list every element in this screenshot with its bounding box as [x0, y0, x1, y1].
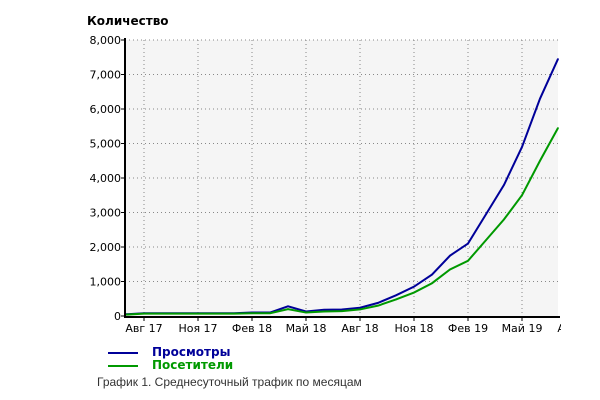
x-tick-label: Авг 17 [125, 322, 162, 335]
y-tick-label: 3,000 [90, 207, 122, 220]
data-point [215, 312, 217, 315]
data-point [251, 312, 253, 315]
legend-label: Просмотры [152, 345, 231, 359]
y-axis-label: Количество [87, 14, 169, 28]
data-point [143, 312, 145, 315]
y-tick-label: 1,000 [90, 276, 122, 289]
data-point [485, 239, 487, 241]
data-point [179, 312, 181, 315]
x-tick-label: Авг 18 [341, 322, 378, 335]
data-point [503, 218, 505, 221]
data-point [395, 298, 397, 301]
x-tick-label: Ноя 18 [394, 322, 433, 335]
x-tick-label: Май 19 [502, 322, 543, 335]
data-point [287, 305, 289, 308]
data-point [431, 273, 433, 276]
x-tick-label: Ноя 17 [178, 322, 217, 335]
data-point [467, 260, 469, 262]
data-point [359, 308, 361, 311]
data-point [449, 254, 451, 257]
chart-caption: График 1. Среднесуточный трафик по месяц… [97, 375, 362, 389]
data-point [323, 308, 325, 311]
x-tick-label: Май 18 [286, 322, 327, 335]
data-point [161, 312, 163, 315]
data-point [539, 159, 541, 162]
data-point [485, 213, 487, 216]
legend-swatch [108, 351, 138, 354]
data-point [395, 294, 397, 297]
data-point [557, 127, 559, 129]
data-point [377, 304, 379, 307]
data-point [431, 282, 433, 285]
data-point [233, 312, 235, 315]
y-tick-label: 4,000 [90, 172, 122, 185]
legend-label: Посетители [152, 358, 234, 372]
y-tick-label: 6,000 [90, 103, 122, 116]
data-point [521, 146, 523, 148]
legend-item-views: Просмотры [108, 345, 230, 359]
data-point [467, 242, 469, 245]
y-tick-label: 7,000 [90, 69, 122, 82]
x-tick-label: Фев 18 [232, 322, 272, 335]
data-point [341, 310, 343, 312]
data-point [557, 58, 559, 60]
data-point [503, 184, 505, 186]
y-tick-label: 0 [114, 310, 121, 323]
data-point [269, 312, 271, 315]
data-point [323, 310, 325, 313]
x-tick-label: Авг 19 [557, 322, 594, 335]
legend-swatch [108, 364, 138, 367]
data-point [413, 291, 415, 294]
legend-item-visitors: Посетители [108, 358, 233, 372]
data-point [197, 312, 199, 315]
data-point [305, 311, 307, 314]
y-tick-label: 2,000 [90, 241, 122, 254]
y-tick-label: 5,000 [90, 138, 122, 151]
data-point [449, 268, 451, 271]
data-point [539, 97, 541, 100]
data-point [413, 285, 415, 288]
data-point [521, 194, 523, 197]
data-point [377, 302, 379, 304]
x-tick-label: Фев 19 [448, 322, 488, 335]
data-point [287, 308, 289, 310]
data-point [341, 308, 343, 311]
y-tick-label: 8,000 [90, 34, 122, 47]
data-point [359, 306, 361, 309]
